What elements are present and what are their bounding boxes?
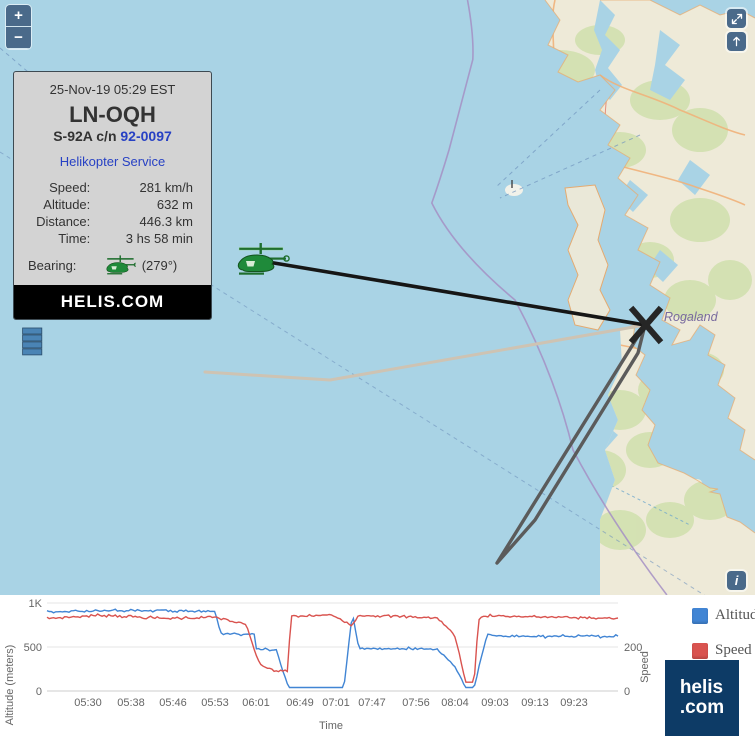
svg-text:07:47: 07:47 (358, 697, 386, 709)
svg-text:0: 0 (36, 686, 42, 698)
svg-text:500: 500 (24, 642, 42, 654)
svg-text:09:03: 09:03 (481, 697, 509, 709)
svg-text:1K: 1K (29, 598, 43, 610)
svg-text:06:01: 06:01 (242, 697, 270, 709)
svg-text:08:04: 08:04 (441, 697, 469, 709)
svg-text:05:30: 05:30 (74, 697, 102, 709)
svg-text:09:23: 09:23 (560, 697, 588, 709)
svg-text:Rogaland: Rogaland (664, 310, 719, 324)
svg-text:05:53: 05:53 (201, 697, 229, 709)
svg-text:05:38: 05:38 (117, 697, 145, 709)
svg-text:05:46: 05:46 (159, 697, 187, 709)
svg-text:0: 0 (624, 686, 630, 698)
svg-text:07:56: 07:56 (402, 697, 430, 709)
svg-text:Altitude (meters): Altitude (meters) (4, 645, 16, 726)
svg-text:Speed: Speed (639, 651, 651, 683)
svg-text:06:49: 06:49 (286, 697, 314, 709)
svg-text:07:01: 07:01 (322, 697, 350, 709)
svg-text:Time: Time (319, 720, 343, 732)
svg-text:09:13: 09:13 (521, 697, 549, 709)
